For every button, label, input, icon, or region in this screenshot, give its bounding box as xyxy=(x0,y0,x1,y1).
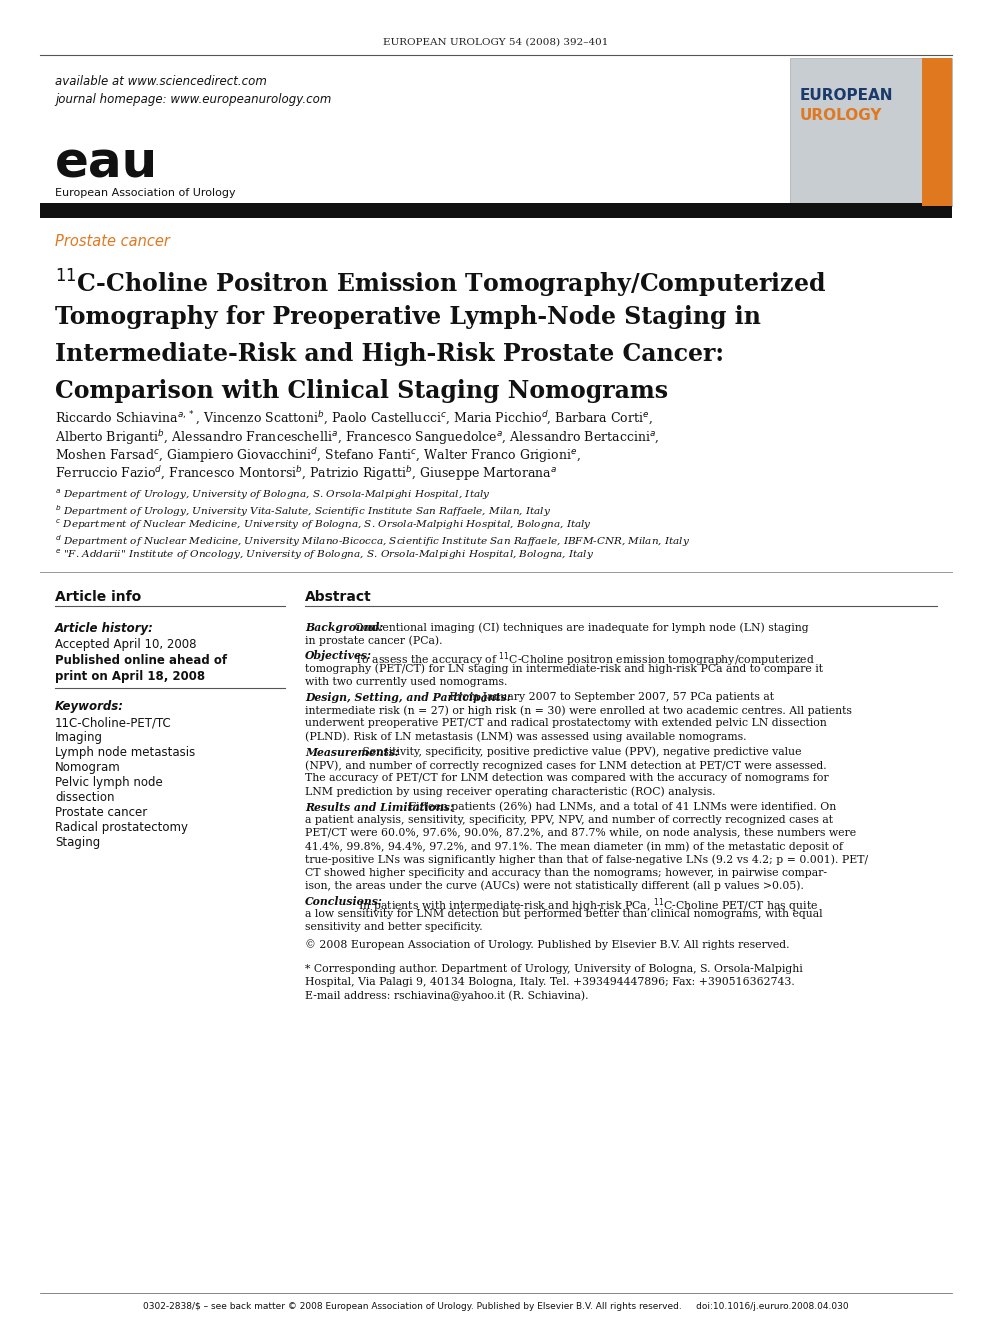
Text: Intermediate-Risk and High-Risk Prostate Cancer:: Intermediate-Risk and High-Risk Prostate… xyxy=(55,343,724,366)
Text: Imaging: Imaging xyxy=(55,732,103,744)
Bar xyxy=(790,58,952,206)
Text: Results and Limitations:: Results and Limitations: xyxy=(305,802,454,812)
Text: (PLND). Risk of LN metastasis (LNM) was assessed using available nomograms.: (PLND). Risk of LN metastasis (LNM) was … xyxy=(305,732,747,742)
Text: © 2008 European Association of Urology. Published by Elsevier B.V. All rights re: © 2008 European Association of Urology. … xyxy=(305,939,790,950)
Text: Keywords:: Keywords: xyxy=(55,700,124,713)
Text: E-mail address: rschiavina@yahoo.it (R. Schiavina).: E-mail address: rschiavina@yahoo.it (R. … xyxy=(305,990,588,1000)
Text: European Association of Urology: European Association of Urology xyxy=(55,188,236,198)
Text: Radical prostatectomy: Radical prostatectomy xyxy=(55,822,188,833)
Text: Nomogram: Nomogram xyxy=(55,761,121,774)
Text: Fifteen patients (26%) had LNMs, and a total of 41 LNMs were identified. On: Fifteen patients (26%) had LNMs, and a t… xyxy=(405,802,836,812)
Text: 11C-Choline-PET/TC: 11C-Choline-PET/TC xyxy=(55,716,172,729)
Text: LNM prediction by using receiver operating characteristic (ROC) analysis.: LNM prediction by using receiver operati… xyxy=(305,786,715,796)
Text: EUROPEAN UROLOGY 54 (2008) 392–401: EUROPEAN UROLOGY 54 (2008) 392–401 xyxy=(383,38,609,48)
Text: Prostate cancer: Prostate cancer xyxy=(55,806,147,819)
Text: eau: eau xyxy=(55,140,159,188)
Text: $^b$ Department of Urology, University Vita-Salute, Scientific Institute San Raf: $^b$ Department of Urology, University V… xyxy=(55,503,551,519)
Text: Prostate cancer: Prostate cancer xyxy=(55,234,170,249)
Text: (NPV), and number of correctly recognized cases for LNM detection at PET/CT were: (NPV), and number of correctly recognize… xyxy=(305,759,826,770)
Text: $^{11}$C-Choline Positron Emission Tomography/Computerized: $^{11}$C-Choline Positron Emission Tomog… xyxy=(55,269,826,300)
Text: Staging: Staging xyxy=(55,836,100,849)
Text: Accepted April 10, 2008: Accepted April 10, 2008 xyxy=(55,638,196,651)
Text: CT showed higher specificity and accuracy than the nomograms; however, in pairwi: CT showed higher specificity and accurac… xyxy=(305,868,827,877)
Text: UROLOGY: UROLOGY xyxy=(800,108,883,123)
Text: 0302-2838/$ – see back matter © 2008 European Association of Urology. Published : 0302-2838/$ – see back matter © 2008 Eur… xyxy=(143,1302,849,1311)
Text: print on April 18, 2008: print on April 18, 2008 xyxy=(55,669,205,683)
Text: Riccardo Schiavina$^{a,*}$, Vincenzo Scattoni$^{b}$, Paolo Castellucci$^{c}$, Ma: Riccardo Schiavina$^{a,*}$, Vincenzo Sca… xyxy=(55,410,653,427)
Text: sensitivity and better specificity.: sensitivity and better specificity. xyxy=(305,922,483,933)
Text: To assess the accuracy of $^{11}$C-Choline positron emission tomography/computer: To assess the accuracy of $^{11}$C-Choli… xyxy=(350,651,814,669)
Text: Background:: Background: xyxy=(305,622,383,632)
Text: intermediate risk (n = 27) or high risk (n = 30) were enrolled at two academic c: intermediate risk (n = 27) or high risk … xyxy=(305,705,852,716)
Text: true-positive LNs was significantly higher than that of false-negative LNs (9.2 : true-positive LNs was significantly high… xyxy=(305,855,868,865)
Text: with two currently used nomograms.: with two currently used nomograms. xyxy=(305,677,507,687)
Text: In patients with intermediate-risk and high-risk PCa, $^{11}$C-Choline PET/CT ha: In patients with intermediate-risk and h… xyxy=(355,896,818,914)
Text: Ferruccio Fazio$^{d}$, Francesco Montorsi$^{b}$, Patrizio Rigatti$^{b}$, Giusepp: Ferruccio Fazio$^{d}$, Francesco Montors… xyxy=(55,464,558,483)
Text: available at www.sciencedirect.com: available at www.sciencedirect.com xyxy=(55,75,267,89)
Text: Sensitivity, specificity, positive predictive value (PPV), negative predictive v: Sensitivity, specificity, positive predi… xyxy=(359,746,802,757)
Text: $^c$ Department of Nuclear Medicine, University of Bologna, S. Orsola-Malpighi H: $^c$ Department of Nuclear Medicine, Uni… xyxy=(55,519,592,532)
Text: dissection: dissection xyxy=(55,791,114,804)
Text: $^d$ Department of Nuclear Medicine, University Milano-Bicocca, Scientific Insti: $^d$ Department of Nuclear Medicine, Uni… xyxy=(55,533,690,549)
Text: From January 2007 to September 2007, 57 PCa patients at: From January 2007 to September 2007, 57 … xyxy=(446,692,774,703)
Text: Design, Setting, and Participants:: Design, Setting, and Participants: xyxy=(305,692,511,703)
Text: Moshen Farsad$^{c}$, Giampiero Giovacchini$^{d}$, Stefano Fanti$^{c}$, Walter Fr: Moshen Farsad$^{c}$, Giampiero Giovacchi… xyxy=(55,446,581,464)
Text: ison, the areas under the curve (AUCs) were not statistically different (all p v: ison, the areas under the curve (AUCs) w… xyxy=(305,881,804,892)
Text: a low sensitivity for LNM detection but performed better than clinical nomograms: a low sensitivity for LNM detection but … xyxy=(305,909,822,919)
Text: a patient analysis, sensitivity, specificity, PPV, NPV, and number of correctly : a patient analysis, sensitivity, specifi… xyxy=(305,815,833,824)
Text: underwent preoperative PET/CT and radical prostatectomy with extended pelvic LN : underwent preoperative PET/CT and radica… xyxy=(305,718,826,729)
Text: Article info: Article info xyxy=(55,590,141,605)
Text: Article history:: Article history: xyxy=(55,622,154,635)
Text: Objectives:: Objectives: xyxy=(305,651,372,662)
Text: Tomography for Preoperative Lymph-Node Staging in: Tomography for Preoperative Lymph-Node S… xyxy=(55,306,761,329)
Text: Lymph node metastasis: Lymph node metastasis xyxy=(55,746,195,759)
Text: Pelvic lymph node: Pelvic lymph node xyxy=(55,777,163,789)
Bar xyxy=(922,58,952,206)
Text: journal homepage: www.europeanurology.com: journal homepage: www.europeanurology.co… xyxy=(55,93,331,106)
Text: EUROPEAN: EUROPEAN xyxy=(800,89,894,103)
Text: in prostate cancer (PCa).: in prostate cancer (PCa). xyxy=(305,635,442,646)
Text: PET/CT were 60.0%, 97.6%, 90.0%, 87.2%, and 87.7% while, on node analysis, these: PET/CT were 60.0%, 97.6%, 90.0%, 87.2%, … xyxy=(305,828,856,837)
Text: Published online ahead of: Published online ahead of xyxy=(55,654,227,667)
Text: Comparison with Clinical Staging Nomograms: Comparison with Clinical Staging Nomogra… xyxy=(55,378,669,404)
Text: Conclusions:: Conclusions: xyxy=(305,896,383,908)
Text: Abstract: Abstract xyxy=(305,590,372,605)
Text: $^a$ Department of Urology, University of Bologna, S. Orsola-Malpighi Hospital, : $^a$ Department of Urology, University o… xyxy=(55,488,491,503)
Text: The accuracy of PET/CT for LNM detection was compared with the accuracy of nomog: The accuracy of PET/CT for LNM detection… xyxy=(305,773,828,783)
Text: 41.4%, 99.8%, 94.4%, 97.2%, and 97.1%. The mean diameter (in mm) of the metastat: 41.4%, 99.8%, 94.4%, 97.2%, and 97.1%. T… xyxy=(305,841,843,852)
Text: Hospital, Via Palagi 9, 40134 Bologna, Italy. Tel. +393494447896; Fax: +39051636: Hospital, Via Palagi 9, 40134 Bologna, I… xyxy=(305,976,795,987)
Text: tomography (PET/CT) for LN staging in intermediate-risk and high-risk PCa and to: tomography (PET/CT) for LN staging in in… xyxy=(305,664,823,675)
Text: * Corresponding author. Department of Urology, University of Bologna, S. Orsola-: * Corresponding author. Department of Ur… xyxy=(305,963,803,974)
Text: Measurements:: Measurements: xyxy=(305,746,399,758)
Text: $^e$ "F. Addarii" Institute of Oncology, University of Bologna, S. Orsola-Malpig: $^e$ "F. Addarii" Institute of Oncology,… xyxy=(55,548,594,562)
Text: Alberto Briganti$^{b}$, Alessandro Franceschelli$^{a}$, Francesco Sanguedolce$^{: Alberto Briganti$^{b}$, Alessandro Franc… xyxy=(55,429,660,447)
Text: Conventional imaging (CI) techniques are inadequate for lymph node (LN) staging: Conventional imaging (CI) techniques are… xyxy=(350,622,808,632)
Bar xyxy=(40,202,952,218)
